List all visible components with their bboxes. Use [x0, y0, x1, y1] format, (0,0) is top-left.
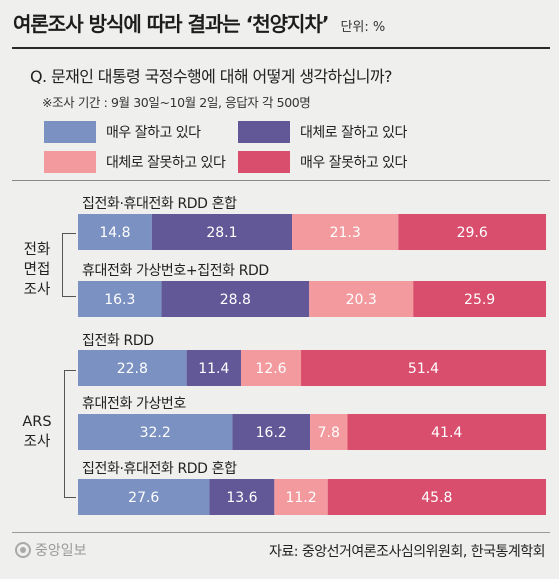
bar-value-label: 12.6 — [255, 361, 286, 377]
legend-item-very-good: 매우 잘하고 있다 — [44, 121, 201, 143]
survey-note: ※조사 기간 : 9월 30일~10월 2일, 응답자 각 500명 — [42, 95, 311, 110]
legend-item-very-bad: 매우 잘못하고 있다 — [238, 151, 407, 173]
bar-value-label: 7.8 — [318, 425, 340, 441]
bar-value-label: 32.2 — [140, 425, 171, 441]
footer-rule — [12, 532, 550, 533]
bar-segment — [240, 350, 302, 386]
group-bracket-ars — [64, 370, 65, 497]
bar-segment — [301, 350, 546, 386]
bracket-tick — [64, 497, 76, 498]
chart-title: 여론조사 방식에 따라 결과는 ‘천양지차’ — [13, 12, 329, 36]
source-text: 자료: 중앙선거여론조사심의위원회, 한국통계학회 — [268, 544, 546, 560]
legend-label: 대체로 잘못하고 있다 — [106, 155, 226, 171]
bracket-tick — [62, 233, 76, 234]
row-label-4: 휴대전화 가상번호 — [82, 396, 186, 412]
legend-item-somewhat-bad: 대체로 잘못하고 있다 — [44, 151, 226, 173]
bar-value-label: 27.6 — [128, 490, 159, 506]
bar-segment — [232, 414, 311, 450]
legend-swatch — [238, 151, 290, 173]
bar-segment — [292, 214, 399, 250]
legend-rule — [12, 180, 550, 181]
bar-value-label: 13.6 — [226, 490, 257, 506]
bar-value-label: 28.8 — [220, 292, 251, 308]
row-label-3: 집전화 RDD — [82, 333, 154, 349]
bar-value-label: 45.8 — [421, 490, 452, 506]
bar-value-label: 11.4 — [198, 361, 229, 377]
legend-label: 매우 잘하고 있다 — [106, 125, 201, 141]
bar-segment — [398, 214, 546, 250]
bar-value-label: 21.3 — [330, 225, 361, 241]
legend-swatch — [44, 151, 96, 173]
legend-label: 대체로 잘하고 있다 — [300, 125, 407, 141]
bar-segment — [327, 479, 546, 515]
group-bracket-phone — [62, 233, 63, 296]
group-label-phone-interview: 전화 면접 조사 — [23, 242, 51, 298]
row-label-1: 집전화·휴대전화 RDD 혼합 — [82, 196, 237, 212]
bar-value-label: 16.2 — [256, 425, 287, 441]
bracket-tick — [64, 370, 76, 371]
bar-segment — [274, 479, 328, 515]
bar-value-label: 28.1 — [206, 225, 237, 241]
bar-segment — [78, 414, 233, 450]
bar-segment — [309, 281, 414, 317]
bar-segment — [310, 414, 348, 450]
bar-value-label: 20.3 — [346, 292, 377, 308]
bar-value-label: 25.9 — [464, 292, 495, 308]
logo-text: 중앙일보 — [35, 543, 87, 559]
bar-segment — [209, 479, 275, 515]
bar-segment — [78, 281, 162, 317]
bar-segment — [413, 281, 546, 317]
bar-segment — [347, 414, 546, 450]
legend-label: 매우 잘못하고 있다 — [300, 155, 407, 171]
title-rule — [12, 47, 550, 49]
bar-value-label: 51.4 — [408, 361, 439, 377]
legend-swatch — [238, 121, 290, 143]
logo-icon — [15, 542, 31, 558]
bar-segment — [161, 281, 310, 317]
logo: 중앙일보 — [15, 540, 87, 560]
group-label-ars: ARS 조사 — [22, 414, 52, 450]
bar-value-label: 29.6 — [457, 225, 488, 241]
bar-segment — [186, 350, 241, 386]
bar-segment — [78, 479, 210, 515]
legend-swatch — [44, 121, 96, 143]
bar-value-label: 14.8 — [99, 225, 130, 241]
bar-segment — [151, 214, 293, 250]
row-label-5: 집전화·휴대전화 RDD 혼합 — [82, 461, 237, 477]
unit-label: 단위: % — [340, 20, 386, 35]
bar-value-label: 11.2 — [285, 490, 316, 506]
legend-item-somewhat-good: 대체로 잘하고 있다 — [238, 121, 407, 143]
bar-value-label: 16.3 — [104, 292, 135, 308]
bar-segment — [78, 214, 152, 250]
bar-value-label: 22.8 — [117, 361, 148, 377]
title-row: 여론조사 방식에 따라 결과는 ‘천양지차’ 단위: % — [13, 8, 549, 42]
row-label-2: 휴대전화 가상번호+집전화 RDD — [82, 263, 269, 279]
bracket-tick — [62, 296, 76, 297]
bar-segment — [78, 350, 187, 386]
question-text: Q. 문재인 대통령 국정수행에 대해 어떻게 생각하십니까? — [30, 67, 393, 86]
bar-value-label: 41.4 — [431, 425, 462, 441]
